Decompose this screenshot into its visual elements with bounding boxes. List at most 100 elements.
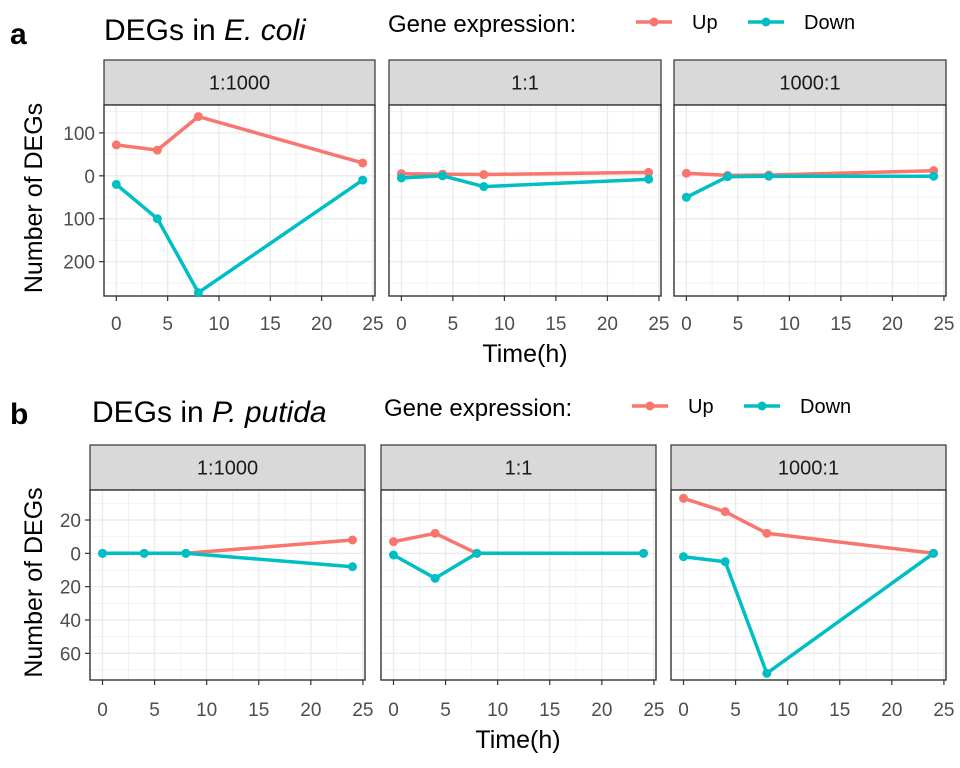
- series-line-down: [683, 551, 935, 676]
- plot-background: [90, 490, 365, 680]
- x-tick-label: 15: [829, 700, 850, 721]
- data-point-up: [644, 167, 654, 177]
- data-point-down: [479, 182, 489, 192]
- data-point-down: [348, 562, 357, 572]
- y-tick-label: 100: [63, 124, 95, 145]
- data-point-down: [193, 288, 203, 298]
- data-point-down: [152, 214, 162, 224]
- data-point-down: [929, 548, 938, 558]
- legend-label-up: Up: [688, 396, 714, 418]
- series-line-down: [392, 551, 644, 581]
- data-point-down: [679, 552, 688, 562]
- x-tick-label: 0: [97, 700, 108, 721]
- x-tick-label: 10: [494, 314, 515, 335]
- x-tick-label: 10: [487, 700, 508, 721]
- panel-border: [103, 104, 376, 297]
- data-point-up: [111, 140, 121, 150]
- data-point-down: [472, 548, 482, 558]
- facet-strip-label: 1:1000: [209, 73, 270, 95]
- data-point-down: [438, 171, 448, 181]
- x-tick-label: 0: [111, 314, 122, 335]
- legend-title: Gene expression:: [388, 11, 576, 38]
- data-point-down: [720, 557, 730, 567]
- x-tick-label: 15: [248, 700, 269, 721]
- y-tick-label: 20: [60, 578, 81, 599]
- x-tick-label: 0: [388, 700, 399, 721]
- facet-1-1000: 1:1000 0 5 10 15 20 25 20 0 20 40 60: [60, 444, 373, 721]
- x-tick-label: 10: [779, 314, 800, 335]
- data-point-down: [762, 668, 772, 678]
- data-point-up: [720, 507, 730, 517]
- panel-letter: b: [10, 398, 28, 431]
- x-tick-label: 25: [933, 700, 954, 721]
- x-tick-label: 0: [396, 314, 407, 335]
- legend-label-down: Down: [804, 12, 855, 34]
- chart-title-prefix: DEGs in: [104, 14, 224, 47]
- data-point-up: [430, 528, 440, 538]
- x-tick-label: 10: [777, 700, 798, 721]
- x-tick-label: 20: [591, 700, 612, 721]
- data-point-up: [348, 535, 357, 545]
- chart-a: a DEGs in E. coli Gene expression: Up Down Nu…: [10, 11, 955, 368]
- x-tick-label: 25: [362, 314, 383, 335]
- x-tick-label: 5: [149, 700, 160, 721]
- legend-label-up: Up: [692, 12, 718, 34]
- legend-key-point-down: [757, 401, 767, 411]
- data-point-down: [639, 548, 648, 558]
- x-tick-label: 20: [300, 700, 321, 721]
- y-tick-label: 100: [63, 210, 95, 231]
- x-tick-label: 15: [539, 700, 560, 721]
- facet-1000-1: 1000:1 0 5 10 15 20 25: [673, 59, 955, 335]
- legend-key-point-up: [649, 17, 659, 27]
- x-tick-label: 15: [260, 314, 281, 335]
- panel-border: [670, 489, 947, 681]
- x-tick-label: 5: [448, 314, 459, 335]
- data-point-down: [389, 550, 398, 560]
- series-line-down: [685, 174, 934, 199]
- facet-1-1000: 1:1000 0 5 10 15 20 25 100 0 100 200: [63, 59, 384, 335]
- x-tick-label: 10: [196, 700, 217, 721]
- series-line-down: [115, 178, 364, 295]
- facet-strip: [103, 59, 376, 106]
- x-tick-label: 0: [678, 700, 689, 721]
- y-tick-label: 0: [70, 544, 81, 565]
- data-point-down: [98, 548, 107, 558]
- x-tick-label: 5: [440, 700, 451, 721]
- data-point-down: [111, 179, 121, 189]
- y-axis-title: Number of DEGs: [20, 103, 48, 293]
- panel-border: [89, 489, 366, 681]
- panel-border: [388, 104, 662, 297]
- legend-label-down: Down: [800, 396, 851, 418]
- data-point-down: [430, 573, 440, 583]
- panel-border: [673, 104, 947, 297]
- legend-key-point-up: [645, 401, 655, 411]
- data-point-down: [681, 192, 691, 202]
- x-tick-label: 25: [933, 314, 954, 335]
- facet-strip-label: 1000:1: [778, 458, 839, 480]
- facet-strip: [673, 59, 947, 106]
- data-point-down: [644, 174, 654, 184]
- series-line-down: [102, 551, 353, 569]
- y-tick-label: 60: [60, 644, 81, 665]
- y-tick-label: 40: [60, 611, 81, 632]
- data-point-down: [396, 173, 406, 183]
- x-axis-title: Time(h): [482, 340, 567, 368]
- y-axis-title: Number of DEGs: [20, 487, 48, 677]
- series-line-down: [401, 174, 649, 189]
- facet-1-1: 1:1 0 5 10 15 20 25: [380, 444, 664, 721]
- x-tick-label: 15: [830, 314, 851, 335]
- x-tick-label: 5: [733, 314, 744, 335]
- plot-background: [381, 490, 656, 680]
- facet-1-1: 1:1 0 5 10 15 20 25: [388, 59, 670, 335]
- plot-background: [389, 105, 661, 296]
- data-point-up: [193, 112, 203, 122]
- data-point-up: [681, 168, 691, 178]
- x-tick-label: 5: [162, 314, 173, 335]
- facet-strip: [670, 444, 947, 491]
- chart-b: b DEGs in P. putida Gene expression: Up Down…: [10, 395, 954, 754]
- y-tick-label: 20: [60, 511, 81, 532]
- y-tick-label: 200: [63, 253, 95, 274]
- data-point-up: [479, 170, 489, 180]
- panel-border: [380, 489, 657, 681]
